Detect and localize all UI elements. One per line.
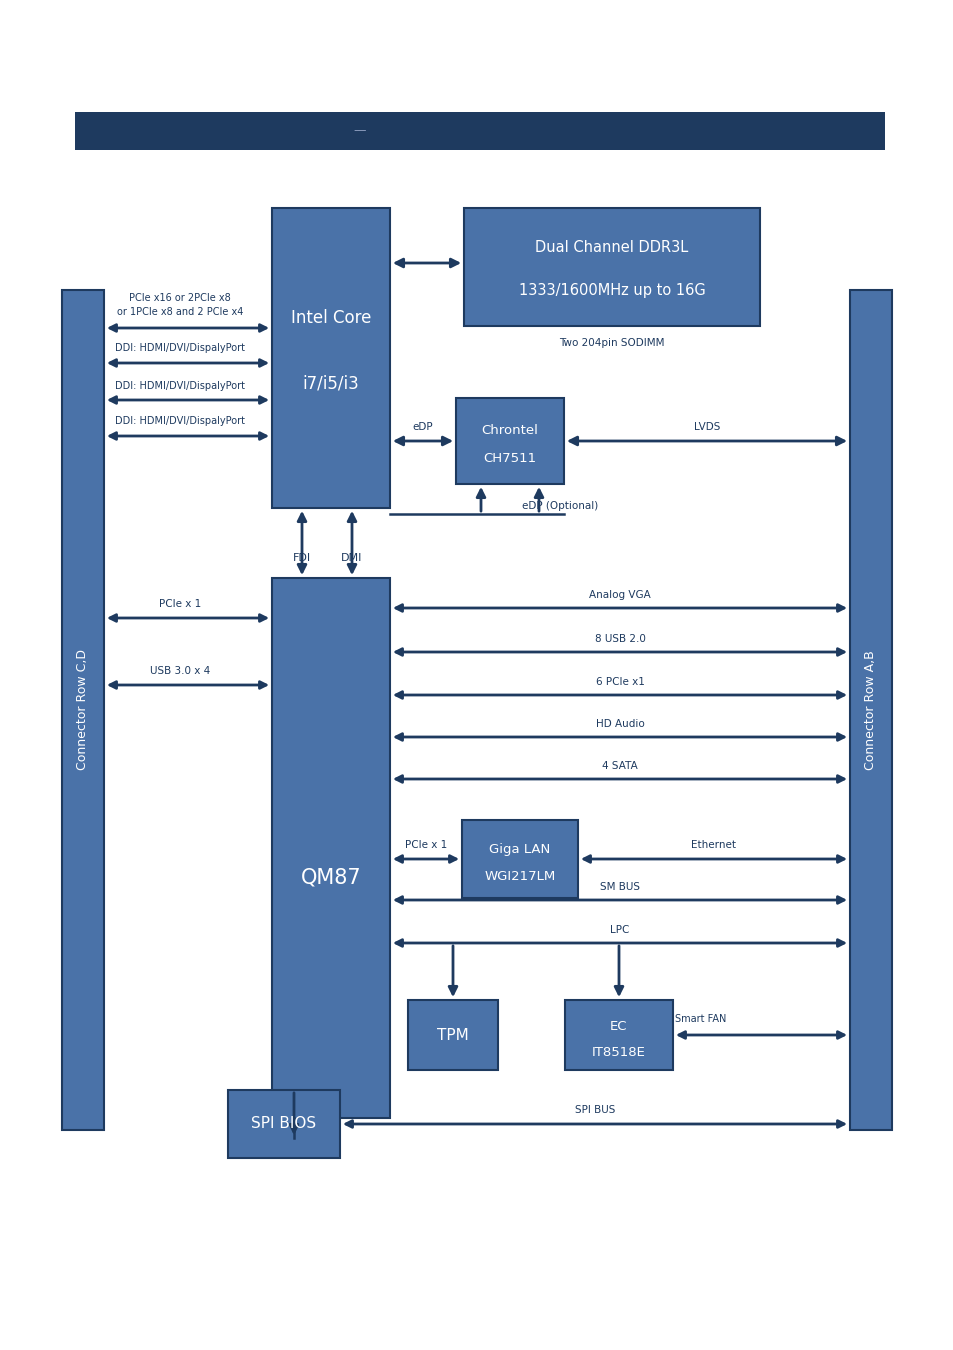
Text: PCIe x16 or 2PCIe x8: PCIe x16 or 2PCIe x8 <box>129 293 231 302</box>
Text: Smart FAN: Smart FAN <box>675 1014 726 1025</box>
Text: DMI: DMI <box>341 554 362 563</box>
Text: Connector Row A,B: Connector Row A,B <box>863 651 877 769</box>
Bar <box>228 1089 339 1158</box>
Bar <box>463 208 760 325</box>
Text: Intel Core: Intel Core <box>291 309 371 327</box>
Text: Giga LAN: Giga LAN <box>489 844 550 856</box>
Text: Chrontel: Chrontel <box>481 424 537 436</box>
Text: QM87: QM87 <box>300 868 361 888</box>
Text: FDI: FDI <box>293 554 311 563</box>
Text: 6 PCIe x1: 6 PCIe x1 <box>595 676 644 687</box>
Bar <box>408 1000 497 1071</box>
Text: DDI: HDMI/DVI/DispalyPort: DDI: HDMI/DVI/DispalyPort <box>115 416 245 427</box>
Text: Dual Channel DDR3L: Dual Channel DDR3L <box>535 240 688 255</box>
Text: USB 3.0 x 4: USB 3.0 x 4 <box>150 666 210 676</box>
Bar <box>75 112 884 150</box>
Text: IT8518E: IT8518E <box>592 1046 645 1060</box>
Text: Two 204pin SODIMM: Two 204pin SODIMM <box>558 338 664 348</box>
Text: SM BUS: SM BUS <box>599 882 639 892</box>
Text: EC: EC <box>610 1019 627 1033</box>
Bar <box>272 578 390 1118</box>
Bar <box>564 1000 672 1071</box>
Text: DDI: HDMI/DVI/DispalyPort: DDI: HDMI/DVI/DispalyPort <box>115 343 245 352</box>
Text: 8 USB 2.0: 8 USB 2.0 <box>594 634 645 644</box>
Bar <box>62 290 104 1130</box>
Bar <box>456 398 563 485</box>
Text: eDP (Optional): eDP (Optional) <box>521 501 598 512</box>
Text: Ethernet: Ethernet <box>691 840 736 850</box>
Text: PCIe x 1: PCIe x 1 <box>159 599 201 609</box>
Text: or 1PCIe x8 and 2 PCIe x4: or 1PCIe x8 and 2 PCIe x4 <box>116 306 243 317</box>
Text: Analog VGA: Analog VGA <box>589 590 650 599</box>
Text: DDI: HDMI/DVI/DispalyPort: DDI: HDMI/DVI/DispalyPort <box>115 381 245 392</box>
Text: SPI BIOS: SPI BIOS <box>252 1116 316 1131</box>
Bar <box>849 290 891 1130</box>
Text: SPI BUS: SPI BUS <box>575 1106 615 1115</box>
Text: 1333/1600MHz up to 16G: 1333/1600MHz up to 16G <box>518 282 704 297</box>
Text: —: — <box>354 124 366 138</box>
Text: HD Audio: HD Audio <box>595 720 643 729</box>
Text: 4 SATA: 4 SATA <box>601 761 638 771</box>
Text: WGI217LM: WGI217LM <box>484 869 555 883</box>
Text: PCIe x 1: PCIe x 1 <box>404 840 447 850</box>
Text: LPC: LPC <box>610 925 629 936</box>
Text: LVDS: LVDS <box>693 423 720 432</box>
Bar <box>272 208 390 508</box>
Bar <box>461 819 578 898</box>
Text: Connector Row C,D: Connector Row C,D <box>76 649 90 771</box>
Text: eDP: eDP <box>413 423 433 432</box>
Text: i7/i5/i3: i7/i5/i3 <box>302 374 359 392</box>
Text: TPM: TPM <box>436 1027 468 1042</box>
Text: CH7511: CH7511 <box>483 451 536 464</box>
